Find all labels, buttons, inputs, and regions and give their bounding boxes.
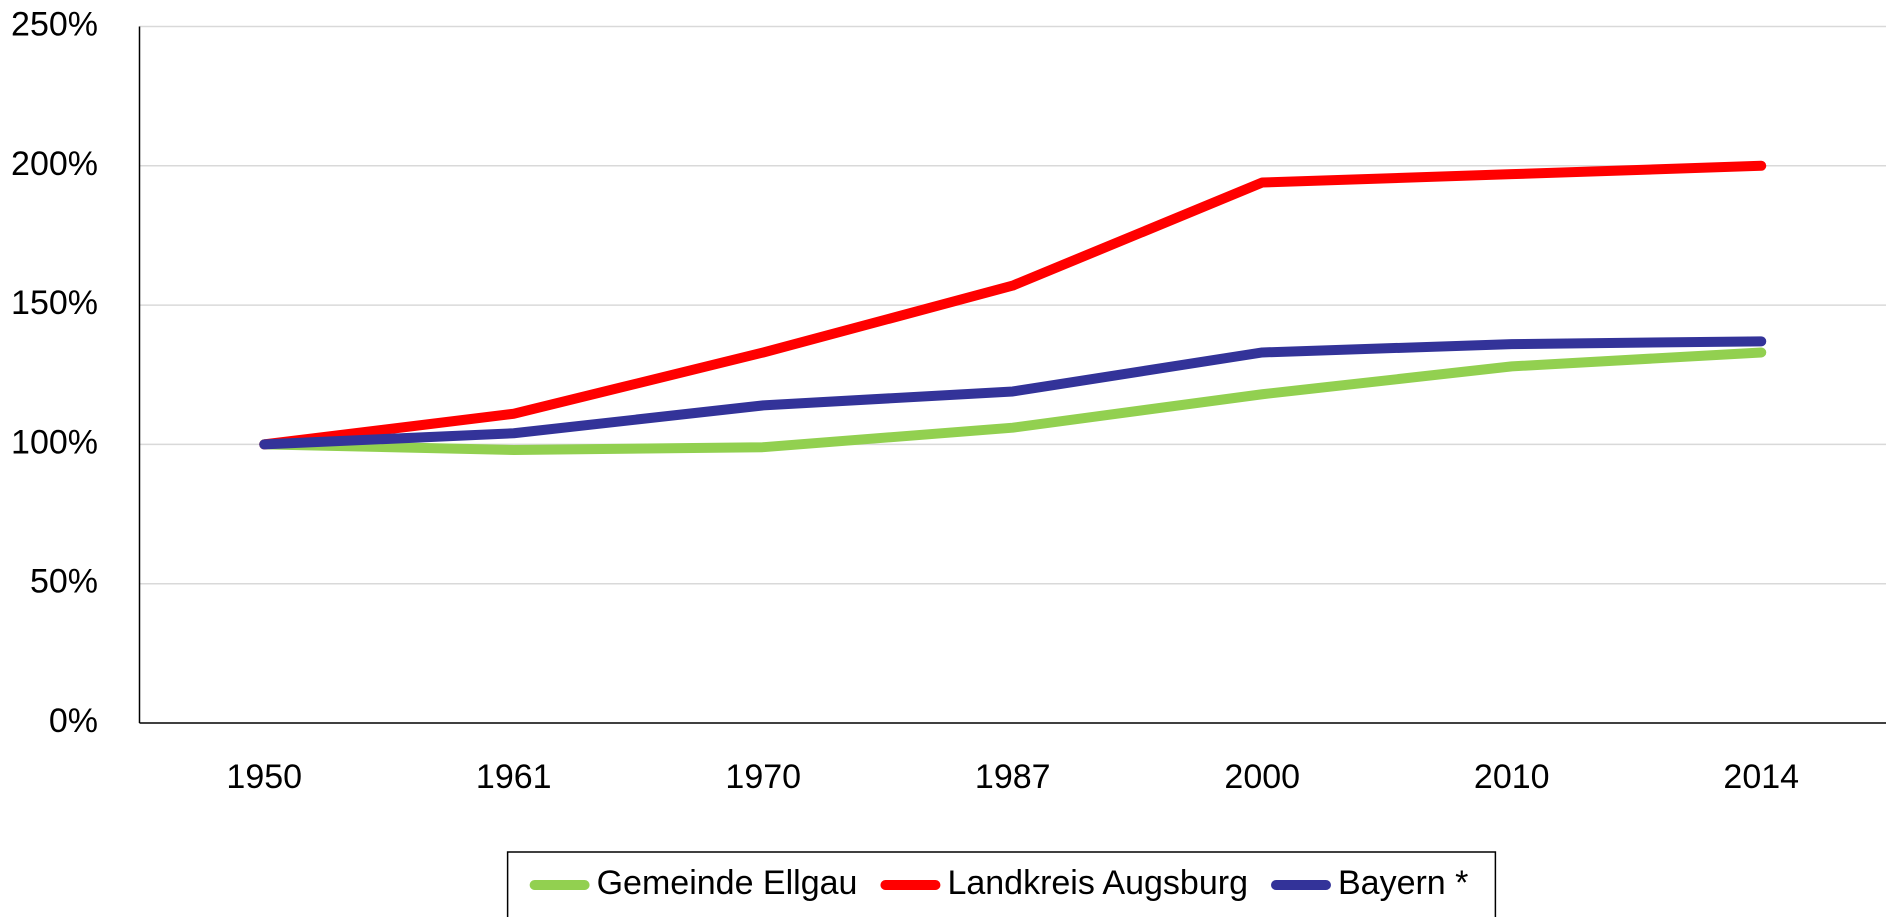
y-tick-label: 100%	[11, 423, 98, 461]
x-tick-label: 2000	[1224, 758, 1300, 796]
x-tick-label: 2014	[1723, 758, 1799, 796]
y-tick-label: 250%	[11, 5, 98, 43]
series-line	[259, 347, 1767, 455]
x-tick-label: 1987	[975, 758, 1051, 796]
series-line	[259, 160, 1767, 450]
y-tick-label: 0%	[49, 702, 98, 740]
y-tick-label: 150%	[11, 284, 98, 322]
x-tick-label: 1970	[725, 758, 801, 796]
x-tick-label: 2010	[1474, 758, 1550, 796]
legend-label: Bayern *	[1338, 864, 1468, 902]
x-tick-label: 1950	[226, 758, 302, 796]
y-tick-label: 200%	[11, 145, 98, 183]
legend-label: Landkreis Augsburg	[947, 864, 1248, 902]
x-tick-label: 1961	[476, 758, 552, 796]
legend-label: Gemeinde Ellgau	[597, 864, 858, 902]
y-tick-label: 50%	[30, 563, 98, 601]
series-line	[259, 336, 1767, 450]
